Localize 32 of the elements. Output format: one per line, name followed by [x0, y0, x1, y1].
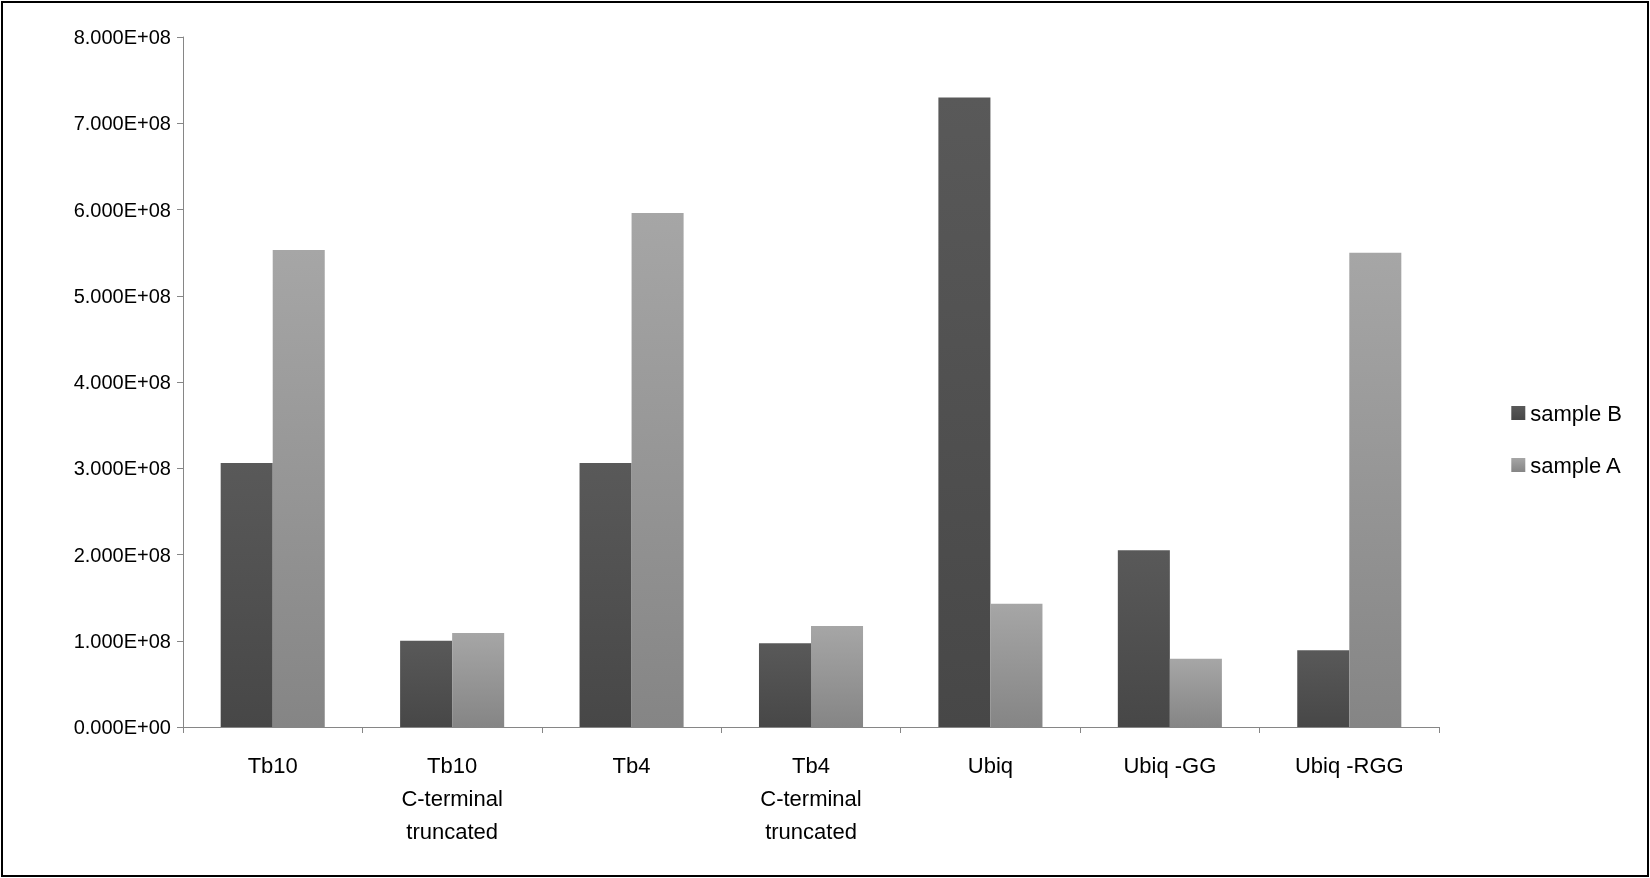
- bar: [452, 632, 505, 727]
- x-tick-label: Tb4 C-terminal truncated: [760, 753, 862, 844]
- bar: [631, 212, 684, 727]
- bar: [400, 640, 453, 727]
- y-tick-label: 4.000E+08: [73, 371, 171, 393]
- x-tick-label: Ubiq: [967, 753, 1014, 778]
- bar: [758, 643, 811, 727]
- y-tick-label: 1.000E+08: [73, 629, 171, 652]
- y-tick-label: 0.000E+00: [73, 716, 171, 738]
- y-tick-label: 6.000E+08: [73, 198, 171, 221]
- bar: [938, 97, 991, 727]
- x-tick-label: Ubiq -GG: [1123, 753, 1217, 778]
- bar: [579, 463, 632, 727]
- legend-label: sample A: [1530, 452, 1622, 478]
- y-tick-label: 8.000E+08: [73, 26, 171, 48]
- bar: [811, 626, 864, 727]
- bar: [272, 250, 325, 727]
- x-tick-label: Ubiq -RGG: [1294, 753, 1404, 778]
- bar: [1297, 650, 1350, 727]
- bar: [1169, 658, 1222, 727]
- bar: [220, 463, 273, 727]
- y-tick-label: 2.000E+08: [73, 543, 171, 566]
- bar: [990, 603, 1043, 727]
- x-tick-label: Tb10 C-terminal truncated: [401, 753, 503, 844]
- bar: [1349, 252, 1402, 727]
- x-tick-label: Tb10: [247, 753, 298, 778]
- y-tick-label: 3.000E+08: [73, 457, 171, 480]
- bar: [1117, 550, 1170, 727]
- y-tick-label: 5.000E+08: [73, 284, 171, 307]
- y-tick-label: 7.000E+08: [73, 112, 171, 135]
- legend-label: sample B: [1530, 400, 1623, 426]
- x-tick-label: Tb4: [612, 753, 651, 778]
